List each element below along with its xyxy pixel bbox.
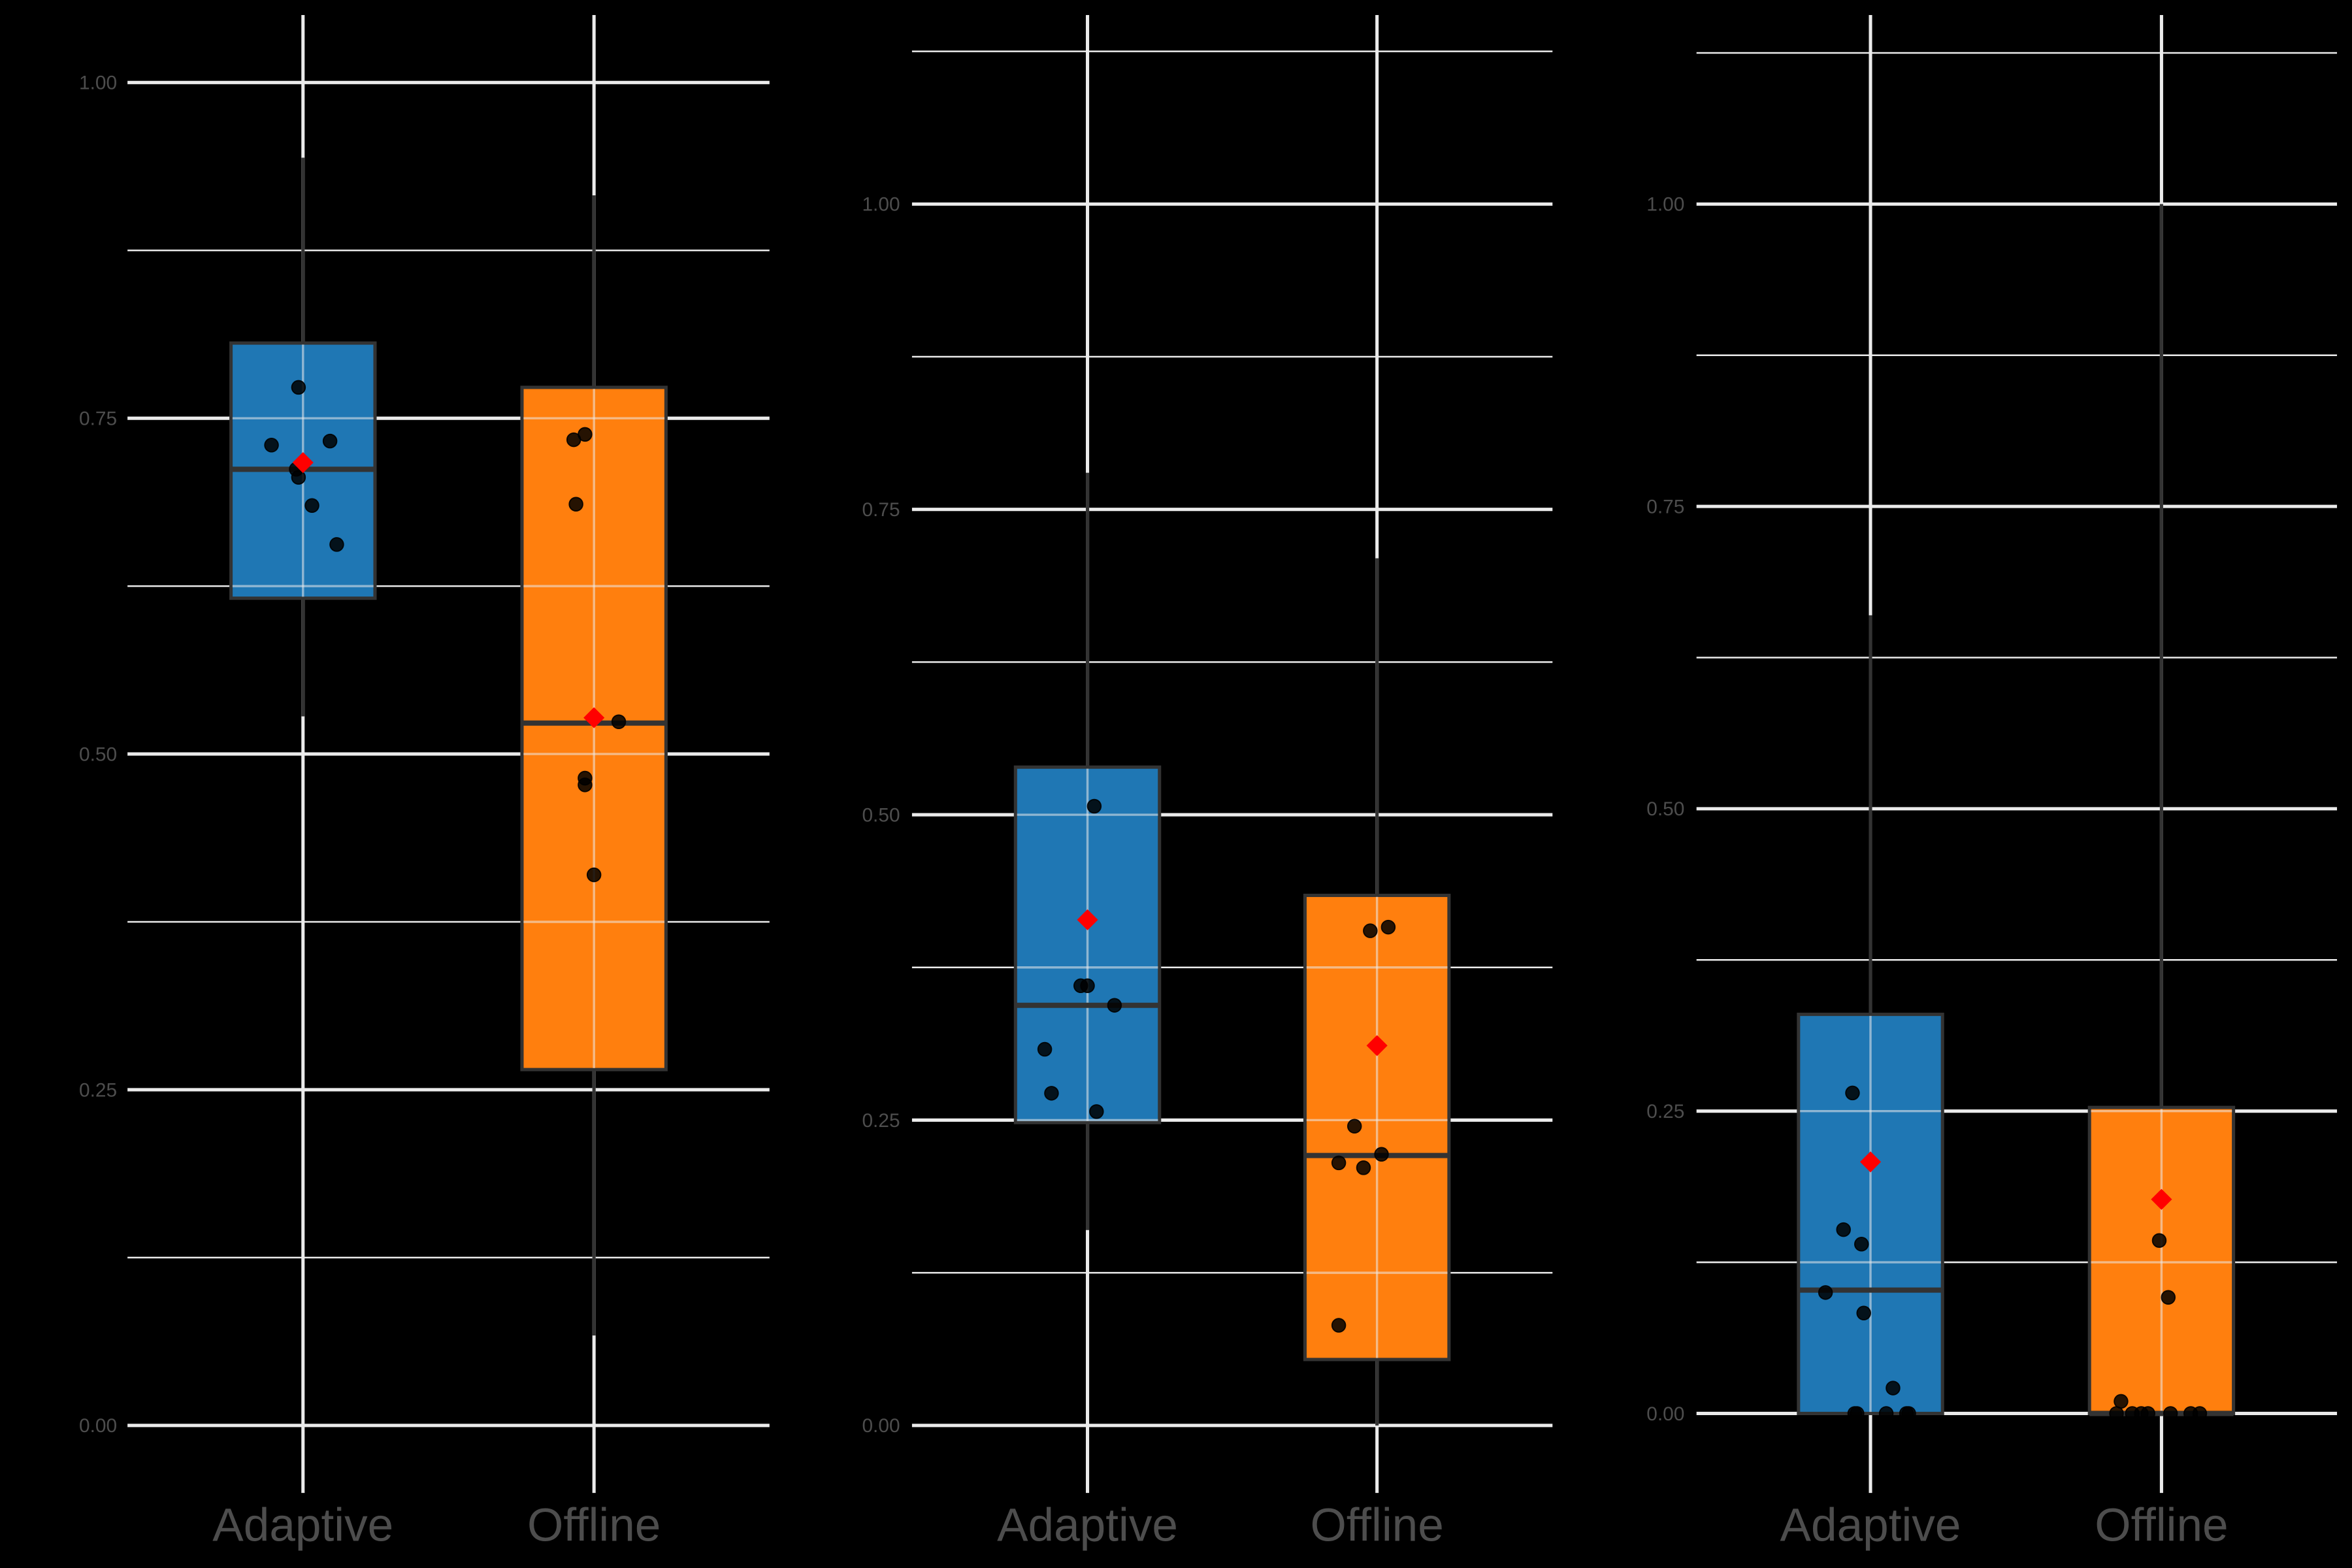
mean-diamond-icon xyxy=(2151,1188,2172,1210)
y-tick-label: 0.75 xyxy=(79,408,117,430)
data-point xyxy=(322,433,338,449)
data-point xyxy=(611,714,627,729)
data-point xyxy=(304,498,319,514)
data-point xyxy=(329,537,344,552)
data-point xyxy=(2151,1233,2167,1248)
data-point xyxy=(1363,923,1378,938)
data-point xyxy=(1856,1305,1871,1321)
y-tick-label: 0.00 xyxy=(79,1415,117,1437)
data-point xyxy=(264,438,279,453)
mean-diamond-icon xyxy=(1077,909,1098,930)
data-point xyxy=(1836,1222,1851,1237)
y-tick-label: 0.25 xyxy=(862,1110,900,1132)
data-point xyxy=(1374,1147,1389,1162)
y-tick-label: 0.25 xyxy=(79,1079,117,1101)
data-point xyxy=(291,380,306,395)
x-category-label: Adaptive xyxy=(212,1500,393,1552)
y-tick-label: 0.00 xyxy=(1646,1403,1684,1425)
data-point xyxy=(1107,998,1122,1013)
x-category-label: Offline xyxy=(2095,1500,2228,1552)
x-category-label: Adaptive xyxy=(997,1500,1178,1552)
data-point xyxy=(578,777,593,792)
data-point xyxy=(1089,1104,1104,1119)
data-point xyxy=(1854,1237,1869,1252)
data-point xyxy=(2192,1406,2208,1421)
data-point xyxy=(1850,1406,1865,1421)
x-category-label: Adaptive xyxy=(1780,1500,1961,1552)
data-point xyxy=(1044,1086,1059,1101)
data-point xyxy=(1845,1085,1860,1101)
data-point xyxy=(1037,1041,1053,1057)
data-point xyxy=(1080,978,1095,994)
y-tick-label: 0.50 xyxy=(1646,798,1684,820)
x-category-label: Offline xyxy=(527,1500,661,1552)
data-point xyxy=(2109,1406,2124,1421)
x-category-label: Offline xyxy=(1310,1500,1443,1552)
data-point xyxy=(1331,1318,1347,1333)
data-point xyxy=(1086,798,1102,814)
data-point xyxy=(2161,1290,2176,1305)
data-point xyxy=(1886,1380,1901,1396)
data-point xyxy=(578,427,593,442)
data-point xyxy=(1347,1119,1362,1134)
y-tick-label: 1.00 xyxy=(79,73,117,94)
y-tick-label: 1.00 xyxy=(1646,194,1684,216)
y-tick-label: 0.50 xyxy=(79,743,117,765)
data-point xyxy=(1331,1155,1347,1171)
data-point xyxy=(568,497,583,512)
data-point xyxy=(291,470,306,485)
y-tick-label: 0.75 xyxy=(1646,496,1684,517)
panel-1: 0.00 0.25 0.50 0.75 1.00 Adaptive Offline xyxy=(79,14,770,1552)
data-point xyxy=(1356,1160,1371,1175)
data-point xyxy=(1380,919,1396,935)
data-point xyxy=(1901,1406,1916,1421)
data-point xyxy=(586,867,602,883)
panel-2: 0.00 0.25 0.50 0.75 1.00 Adaptive Offline xyxy=(862,14,1553,1552)
data-point xyxy=(1878,1406,1894,1421)
data-point xyxy=(2163,1406,2178,1421)
data-point xyxy=(2140,1406,2156,1421)
y-tick-label: 0.25 xyxy=(1646,1101,1684,1122)
y-tick-label: 0.50 xyxy=(862,804,900,826)
data-point xyxy=(2114,1394,2129,1409)
data-point xyxy=(1818,1285,1833,1300)
y-tick-label: 0.75 xyxy=(862,499,900,521)
panel-3: 0.00 0.25 0.50 0.75 1.00 Adaptive Offline xyxy=(1646,14,2338,1552)
y-tick-label: 0.00 xyxy=(862,1415,900,1437)
y-tick-label: 1.00 xyxy=(862,194,900,216)
